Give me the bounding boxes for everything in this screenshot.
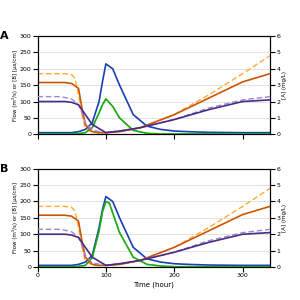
Text: A: A <box>0 31 9 41</box>
Y-axis label: Flow (m³/s) or [B] [μs/cm]: Flow (m³/s) or [B] [μs/cm] <box>12 50 18 121</box>
X-axis label: Time (hour): Time (hour) <box>133 281 174 287</box>
Text: B: B <box>0 164 9 174</box>
Y-axis label: [A] (mg/L): [A] (mg/L) <box>282 204 286 232</box>
Y-axis label: Flow (m³/s) or [B] [μs/cm]: Flow (m³/s) or [B] [μs/cm] <box>12 182 18 254</box>
Y-axis label: [A] (mg/L): [A] (mg/L) <box>282 71 286 99</box>
